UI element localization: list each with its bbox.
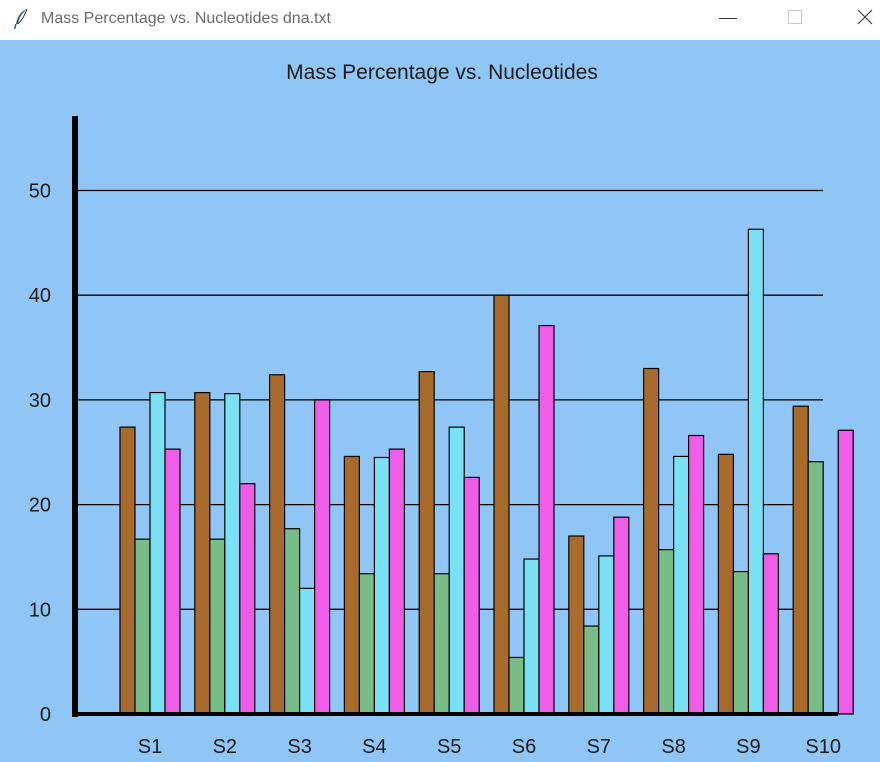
maximize-button[interactable] — [772, 0, 818, 40]
bar — [269, 374, 286, 715]
x-tick-label: S8 — [661, 736, 685, 758]
bar — [164, 448, 181, 715]
bar — [538, 324, 555, 715]
bar — [762, 553, 780, 715]
x-tick-label: S1 — [138, 736, 162, 758]
bar-chart: Mass Percentage vs. Nucleotides 0 10 20 30 4… — [29, 61, 854, 758]
x-tick-label: S5 — [437, 736, 461, 758]
bar — [388, 448, 405, 715]
y-tick-labels: 0 10 20 30 40 50 — [29, 181, 51, 727]
y-tick-label: 30 — [29, 390, 51, 412]
bar — [448, 426, 465, 715]
bar — [747, 228, 765, 715]
bar — [523, 558, 540, 715]
close-icon — [857, 9, 873, 25]
chart-canvas: Mass Percentage vs. Nucleotides 0 10 20 30 4… — [0, 40, 880, 762]
bar — [493, 294, 510, 715]
bar — [119, 426, 136, 715]
window-title: Mass Percentage vs. Nucleotides dna.txt — [41, 10, 331, 27]
bar — [598, 555, 615, 715]
x-tick-label: S6 — [512, 736, 536, 758]
close-button[interactable] — [840, 0, 880, 40]
x-tick-labels: S1 S2 S3 S4 S5 S6 S7 S8 S9 S10 — [138, 736, 841, 758]
bar — [508, 656, 525, 715]
bar — [134, 538, 151, 715]
minimize-icon — [719, 18, 737, 19]
bar — [299, 587, 316, 715]
maximize-icon — [788, 10, 802, 24]
bar — [373, 456, 390, 715]
minimize-button[interactable] — [702, 0, 748, 40]
bar — [657, 549, 675, 715]
bar — [194, 391, 211, 715]
x-tick-label: S2 — [213, 736, 237, 758]
bar — [613, 516, 630, 715]
bar — [284, 528, 301, 715]
bar — [568, 535, 585, 715]
x-tick-label: S7 — [587, 736, 611, 758]
y-tick-label: 0 — [40, 704, 51, 726]
bar — [583, 625, 600, 715]
y-tick-label: 40 — [29, 285, 51, 307]
axes — [72, 116, 838, 717]
bar — [358, 573, 375, 715]
chart-title: Mass Percentage vs. Nucleotides — [286, 61, 598, 84]
feather-icon — [13, 8, 31, 30]
bar — [792, 405, 809, 715]
y-tick-label: 20 — [29, 495, 51, 517]
bar — [687, 434, 705, 715]
x-tick-label: S3 — [287, 736, 311, 758]
bar — [717, 453, 735, 715]
bar — [418, 371, 435, 715]
bar — [149, 391, 166, 715]
bar — [807, 461, 824, 715]
x-tick-label: S9 — [736, 736, 760, 758]
bar — [732, 571, 750, 715]
y-tick-label: 10 — [29, 599, 51, 621]
x-tick-label: S10 — [805, 736, 841, 758]
bar — [463, 476, 480, 715]
x-tick-label: S4 — [362, 736, 386, 758]
bar — [314, 399, 331, 715]
bar — [239, 483, 256, 715]
bar — [433, 573, 450, 715]
bar — [343, 455, 360, 715]
bar — [224, 393, 241, 715]
bars — [119, 228, 854, 715]
bar — [209, 538, 226, 715]
y-tick-label: 50 — [29, 181, 51, 203]
bar — [837, 429, 854, 715]
bar — [672, 455, 690, 715]
title-bar[interactable]: Mass Percentage vs. Nucleotides dna.txt — [0, 0, 880, 40]
bar — [642, 367, 660, 715]
